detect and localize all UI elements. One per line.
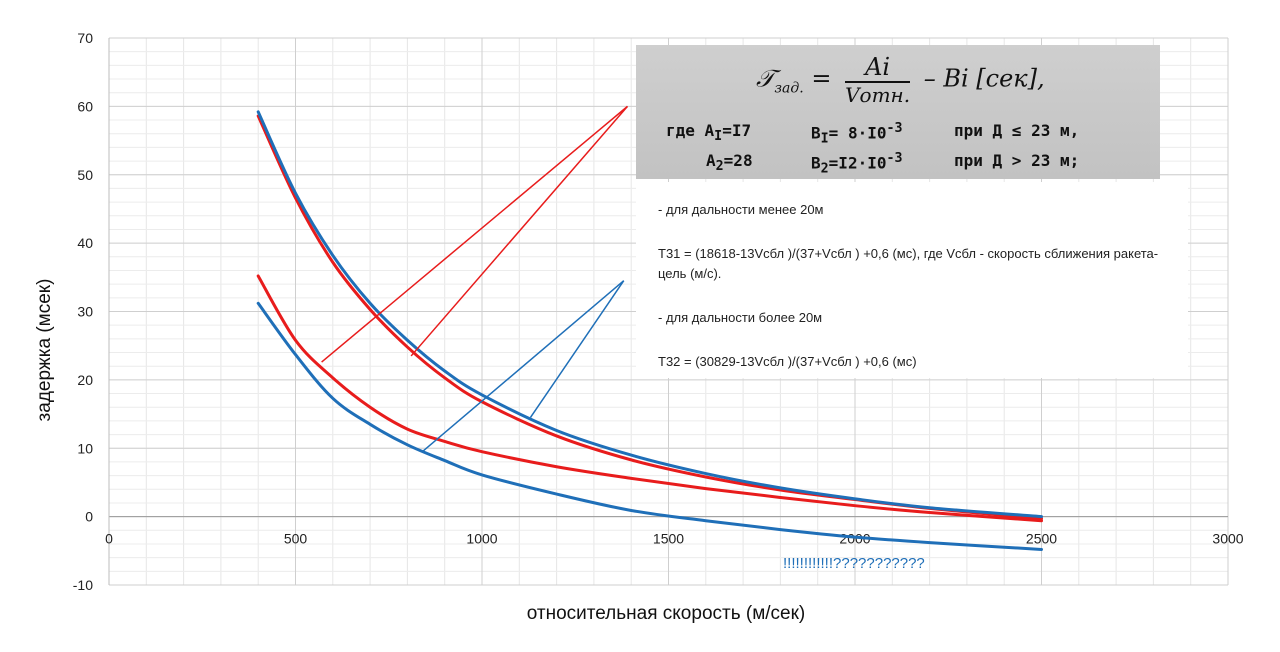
formula-line: 𝒯зад. = Ai Vотн. – Bi [сек],: [756, 53, 1045, 107]
series-line-3: [256, 274, 1043, 523]
formula-fraction: Ai Vотн.: [845, 53, 911, 107]
x-tick-label: 0: [105, 531, 113, 547]
y-tick-label: 60: [77, 98, 93, 114]
y-axis-ticks: -10 0 10 20 30 40 50 60 70: [73, 30, 93, 593]
formula-eq: =: [811, 64, 832, 93]
row1-a-value: =I7: [722, 121, 752, 140]
formula-row-1: где AI=I7: [666, 121, 751, 144]
row1-b-exp: -3: [886, 121, 903, 136]
pointer-line-2: [410, 105, 629, 357]
formula-row-2-b: B2=I2·I0-3: [811, 151, 903, 177]
row2-b-value: =I2·I0: [828, 153, 887, 173]
textbox-line-2: T31 = (18618-13Vсбл )/(37+Vсбл ) +0,6 (м…: [658, 246, 1159, 281]
pointer-lines: [321, 105, 629, 453]
y-tick-label: 40: [77, 235, 93, 251]
row2-a: A: [706, 151, 716, 170]
textbox-line-3: - для дальности более 20м: [658, 310, 823, 325]
series-line-4: [256, 301, 1043, 551]
formula-lhs-sub: зад.: [774, 80, 804, 97]
pointer-line-3: [421, 280, 625, 453]
formula-denominator: Vотн.: [845, 83, 911, 107]
formula-numerator: Ai: [845, 53, 911, 83]
y-tick-label: 70: [77, 30, 93, 46]
x-tick-label: 2500: [1026, 531, 1057, 547]
row2-a-sub: 2: [715, 159, 724, 175]
row2-b-exp: -3: [886, 151, 903, 166]
formula-textbox: - для дальности менее 20м T31 = (18618-1…: [636, 182, 1188, 378]
formula-row-2: A2=28: [706, 151, 753, 174]
scanned-formula: 𝒯зад. = Ai Vотн. – Bi [сек], где AI=I7 B…: [636, 45, 1160, 179]
formula-row-2-cond: при Д > 23 м;: [954, 151, 1080, 170]
row2-b: B: [811, 153, 821, 173]
y-tick-label: -10: [73, 577, 93, 593]
pointer-line-4: [529, 280, 625, 418]
y-tick-label: 0: [85, 509, 93, 525]
textbox-line-4: T32 = (30829-13Vсбл )/(37+Vсбл ) +0,6 (м…: [658, 354, 917, 369]
formula-row-1-b: BI= 8·I0-3: [811, 121, 903, 147]
y-tick-label: 20: [77, 372, 93, 388]
x-tick-label: 500: [284, 531, 308, 547]
formula-lhs: 𝒯: [756, 64, 775, 93]
row1-a: где A: [666, 121, 715, 140]
row1-b: B: [811, 123, 821, 143]
row1-a-sub: I: [714, 129, 723, 145]
row1-b-sub: I: [820, 131, 829, 147]
y-tick-label: 30: [77, 304, 93, 320]
textbox-line-1: - для дальности менее 20м: [658, 202, 824, 217]
x-tick-label: 3000: [1212, 531, 1243, 547]
pointer-line-1: [321, 105, 628, 363]
series-line-2: [256, 110, 1043, 519]
formula-rest: – Bi [сек],: [923, 64, 1045, 93]
row2-b-sub: 2: [820, 161, 829, 177]
series-group: [256, 110, 1043, 551]
row2-a-value: =28: [723, 151, 753, 170]
formula-row-1-cond: при Д ≤ 23 м,: [954, 121, 1080, 140]
row1-b-value: = 8·I0: [828, 123, 887, 143]
annotation-text: !!!!!!!!!!!!???????????: [783, 555, 925, 572]
x-axis-ticks: 0 500 1000 1500 2000 2500 3000: [105, 531, 1244, 547]
x-tick-label: 1000: [466, 531, 497, 547]
x-axis-title: относительная скорость (м/сек): [527, 603, 806, 624]
y-tick-label: 50: [77, 167, 93, 183]
y-axis-title: задержка (мсек): [34, 279, 55, 422]
y-tick-label: 10: [77, 440, 93, 456]
x-tick-label: 1500: [653, 531, 684, 547]
